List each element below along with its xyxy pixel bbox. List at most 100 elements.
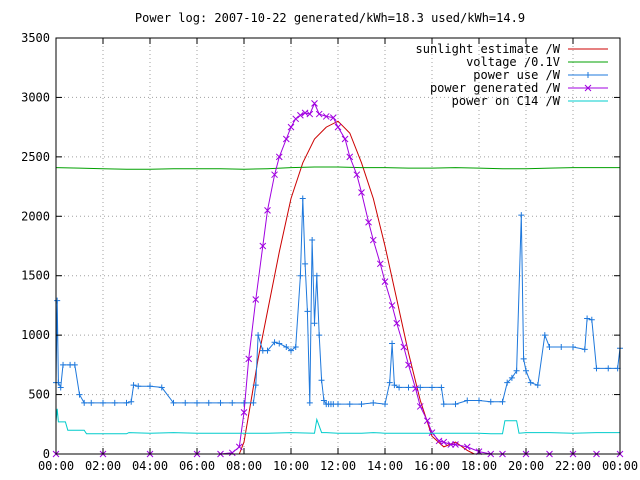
- data-point: [405, 384, 412, 391]
- data-point: [518, 212, 525, 219]
- data-point: [346, 401, 353, 408]
- data-point: [100, 399, 106, 406]
- data-point: [318, 377, 325, 384]
- data-point: [297, 272, 304, 279]
- y-tick-label: 3000: [21, 90, 50, 104]
- data-point: [405, 361, 412, 369]
- x-tick-label: 20:00: [508, 459, 544, 473]
- data-point: [558, 344, 565, 351]
- data-point: [527, 379, 534, 386]
- data-point: [369, 236, 377, 244]
- legend-label: power generated /W: [430, 81, 561, 95]
- y-tick-label: 1000: [21, 328, 50, 342]
- data-point: [60, 361, 67, 368]
- x-tick-label: 18:00: [461, 459, 497, 473]
- y-tick-label: 3500: [21, 31, 50, 45]
- series-line: [55, 198, 621, 405]
- data-point: [513, 367, 520, 374]
- series-line: [55, 408, 620, 435]
- data-point: [428, 429, 436, 436]
- data-point: [584, 315, 591, 322]
- data-point: [71, 361, 78, 368]
- x-tick-label: 14:00: [367, 459, 403, 473]
- data-point: [417, 384, 424, 391]
- data-point: [271, 339, 278, 346]
- data-point: [358, 189, 365, 196]
- y-tick-label: 0: [43, 447, 50, 461]
- x-tick-label: 00:00: [38, 459, 74, 473]
- series-line: [238, 120, 475, 455]
- data-point: [123, 399, 130, 406]
- data-point: [523, 367, 529, 374]
- data-point: [311, 100, 318, 107]
- data-point: [287, 123, 295, 131]
- data-point: [391, 382, 398, 389]
- data-point: [499, 398, 506, 405]
- data-point: [255, 332, 262, 339]
- data-point: [335, 401, 341, 408]
- data-point: [182, 399, 189, 406]
- data-point: [452, 401, 459, 408]
- data-point: [316, 332, 323, 339]
- data-point: [205, 399, 212, 406]
- data-point: [546, 344, 553, 351]
- data-point: [194, 399, 200, 406]
- x-tick-label: 12:00: [320, 459, 356, 473]
- data-point: [240, 409, 248, 416]
- data-point: [534, 382, 541, 389]
- data-point: [541, 332, 548, 339]
- data-point: [423, 417, 431, 425]
- data-point: [235, 443, 243, 451]
- legend-label: sunlight estimate /W: [416, 42, 561, 56]
- data-point: [292, 344, 299, 351]
- data-point: [306, 399, 313, 406]
- legend-marker: [585, 72, 591, 78]
- legend-label: power on C14 /W: [452, 94, 561, 108]
- data-point: [158, 384, 165, 391]
- data-point: [304, 308, 311, 315]
- data-point: [476, 397, 482, 404]
- data-point: [593, 365, 600, 372]
- data-point: [570, 344, 576, 351]
- data-point: [393, 319, 401, 327]
- data-point: [440, 401, 447, 408]
- x-tick-label: 16:00: [414, 459, 450, 473]
- data-point: [315, 110, 323, 118]
- data-point: [275, 153, 283, 161]
- data-point: [245, 355, 253, 363]
- data-point: [250, 399, 257, 406]
- data-point: [309, 237, 316, 244]
- data-point: [276, 340, 283, 347]
- data-point: [487, 398, 494, 405]
- data-point: [440, 438, 448, 446]
- x-tick-label: 04:00: [132, 459, 168, 473]
- data-point: [111, 399, 118, 406]
- data-point: [313, 272, 320, 279]
- y-tick-label: 2000: [21, 209, 50, 223]
- data-point: [128, 398, 135, 405]
- y-tick-label: 500: [28, 388, 50, 402]
- series-2: [53, 195, 623, 408]
- data-point: [297, 111, 304, 119]
- y-tick-label: 2500: [21, 150, 50, 164]
- data-point: [252, 382, 259, 389]
- series-line: [55, 166, 620, 170]
- data-point: [264, 347, 271, 354]
- legend-label: power use /W: [473, 68, 560, 82]
- data-point: [396, 384, 403, 391]
- data-point: [54, 297, 61, 304]
- data-point: [508, 374, 515, 381]
- data-point: [429, 384, 435, 391]
- x-tick-label: 06:00: [179, 459, 215, 473]
- x-tick-label: 02:00: [85, 459, 121, 473]
- data-point: [241, 399, 247, 406]
- data-point: [334, 123, 342, 131]
- data-point: [388, 302, 396, 309]
- data-point: [416, 403, 424, 410]
- axes: 0 500 1000 1500 2000 2500 3000 3500 00:00 02:00 04…: [21, 31, 638, 473]
- series-4: [55, 408, 620, 435]
- data-point: [376, 260, 384, 268]
- legend-label: voltage /0.1V: [466, 55, 560, 69]
- data-point: [520, 355, 527, 362]
